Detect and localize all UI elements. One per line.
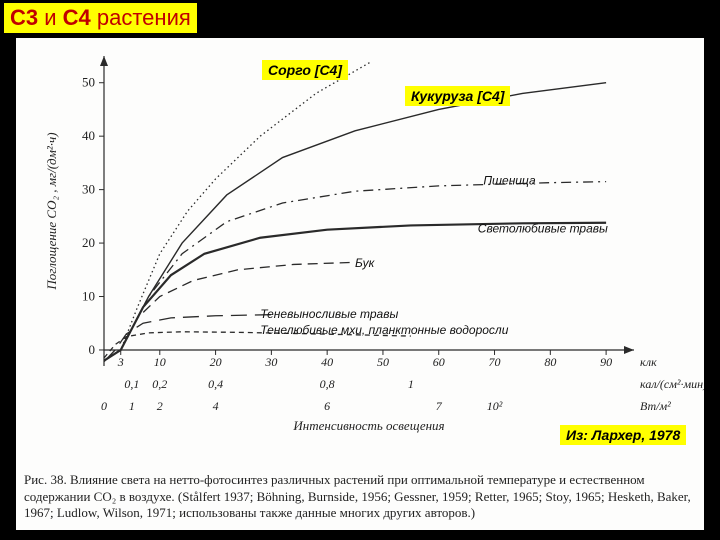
chart-svg: 01020304050Поглощение СО₂ , мг/(дм²·ч)31… xyxy=(16,38,704,448)
svg-text:10: 10 xyxy=(82,289,95,304)
svg-text:Светолюбивые травы: Светолюбивые травы xyxy=(478,221,608,235)
svg-text:4: 4 xyxy=(213,399,219,413)
svg-text:Интенсивность освещения: Интенсивность освещения xyxy=(292,418,444,433)
figure-scan: 01020304050Поглощение СО₂ , мг/(дм²·ч)31… xyxy=(16,38,704,530)
svg-text:0: 0 xyxy=(89,342,96,357)
svg-text:6: 6 xyxy=(324,399,330,413)
svg-text:50: 50 xyxy=(377,355,389,369)
svg-text:Теневыносливые травы: Теневыносливые травы xyxy=(260,307,398,321)
svg-text:кал/(см²·мин): кал/(см²·мин) xyxy=(640,377,704,391)
figure-caption: Рис. 38. Влияние света на нетто-фотосинт… xyxy=(24,472,696,522)
svg-text:40: 40 xyxy=(82,128,95,143)
svg-text:0,1: 0,1 xyxy=(124,377,139,391)
svg-text:60: 60 xyxy=(433,355,445,369)
svg-text:50: 50 xyxy=(82,75,95,90)
svg-text:1: 1 xyxy=(129,399,135,413)
title-c3: С3 xyxy=(10,5,38,30)
svg-text:7: 7 xyxy=(436,399,443,413)
svg-text:0: 0 xyxy=(101,399,107,413)
slide-root: С3 и С4 растения 01020304050Поглощение С… xyxy=(0,0,720,540)
svg-text:2: 2 xyxy=(157,399,163,413)
caption-body: Влияние света на нетто-фотосинтез различ… xyxy=(24,472,691,520)
svg-text:10²: 10² xyxy=(487,399,503,413)
title-c4: С4 xyxy=(63,5,91,30)
caption-lead: Рис. 38. xyxy=(24,472,70,487)
svg-text:80: 80 xyxy=(544,355,556,369)
svg-text:клк: клк xyxy=(640,355,657,369)
annot-sorgo: Сорго [C4] xyxy=(262,60,348,80)
svg-text:1: 1 xyxy=(408,377,414,391)
svg-text:0,4: 0,4 xyxy=(208,377,223,391)
annot-kukuruza: Кукуруза [C4] xyxy=(405,86,510,106)
svg-text:0,2: 0,2 xyxy=(152,377,167,391)
svg-text:90: 90 xyxy=(600,355,612,369)
svg-text:3: 3 xyxy=(117,355,124,369)
svg-text:0,8: 0,8 xyxy=(320,377,335,391)
svg-text:30: 30 xyxy=(264,355,277,369)
svg-text:Бук: Бук xyxy=(355,256,376,270)
svg-text:70: 70 xyxy=(489,355,501,369)
svg-text:Пшеница: Пшеница xyxy=(483,173,536,187)
svg-text:40: 40 xyxy=(321,355,333,369)
svg-text:20: 20 xyxy=(210,355,222,369)
svg-text:10: 10 xyxy=(154,355,166,369)
annot-source: Из: Лархер, 1978 xyxy=(560,425,686,445)
svg-text:20: 20 xyxy=(82,235,95,250)
svg-text:Поглощение СО₂ , мг/(дм²·ч): Поглощение СО₂ , мг/(дм²·ч) xyxy=(44,132,59,290)
svg-text:Вт/м²: Вт/м² xyxy=(640,399,671,413)
svg-text:Тенелюбивые мхи, планктонные в: Тенелюбивые мхи, планктонные водоросли xyxy=(260,323,508,337)
title-highlight: С3 и С4 растения xyxy=(4,3,197,33)
svg-text:30: 30 xyxy=(82,182,95,197)
